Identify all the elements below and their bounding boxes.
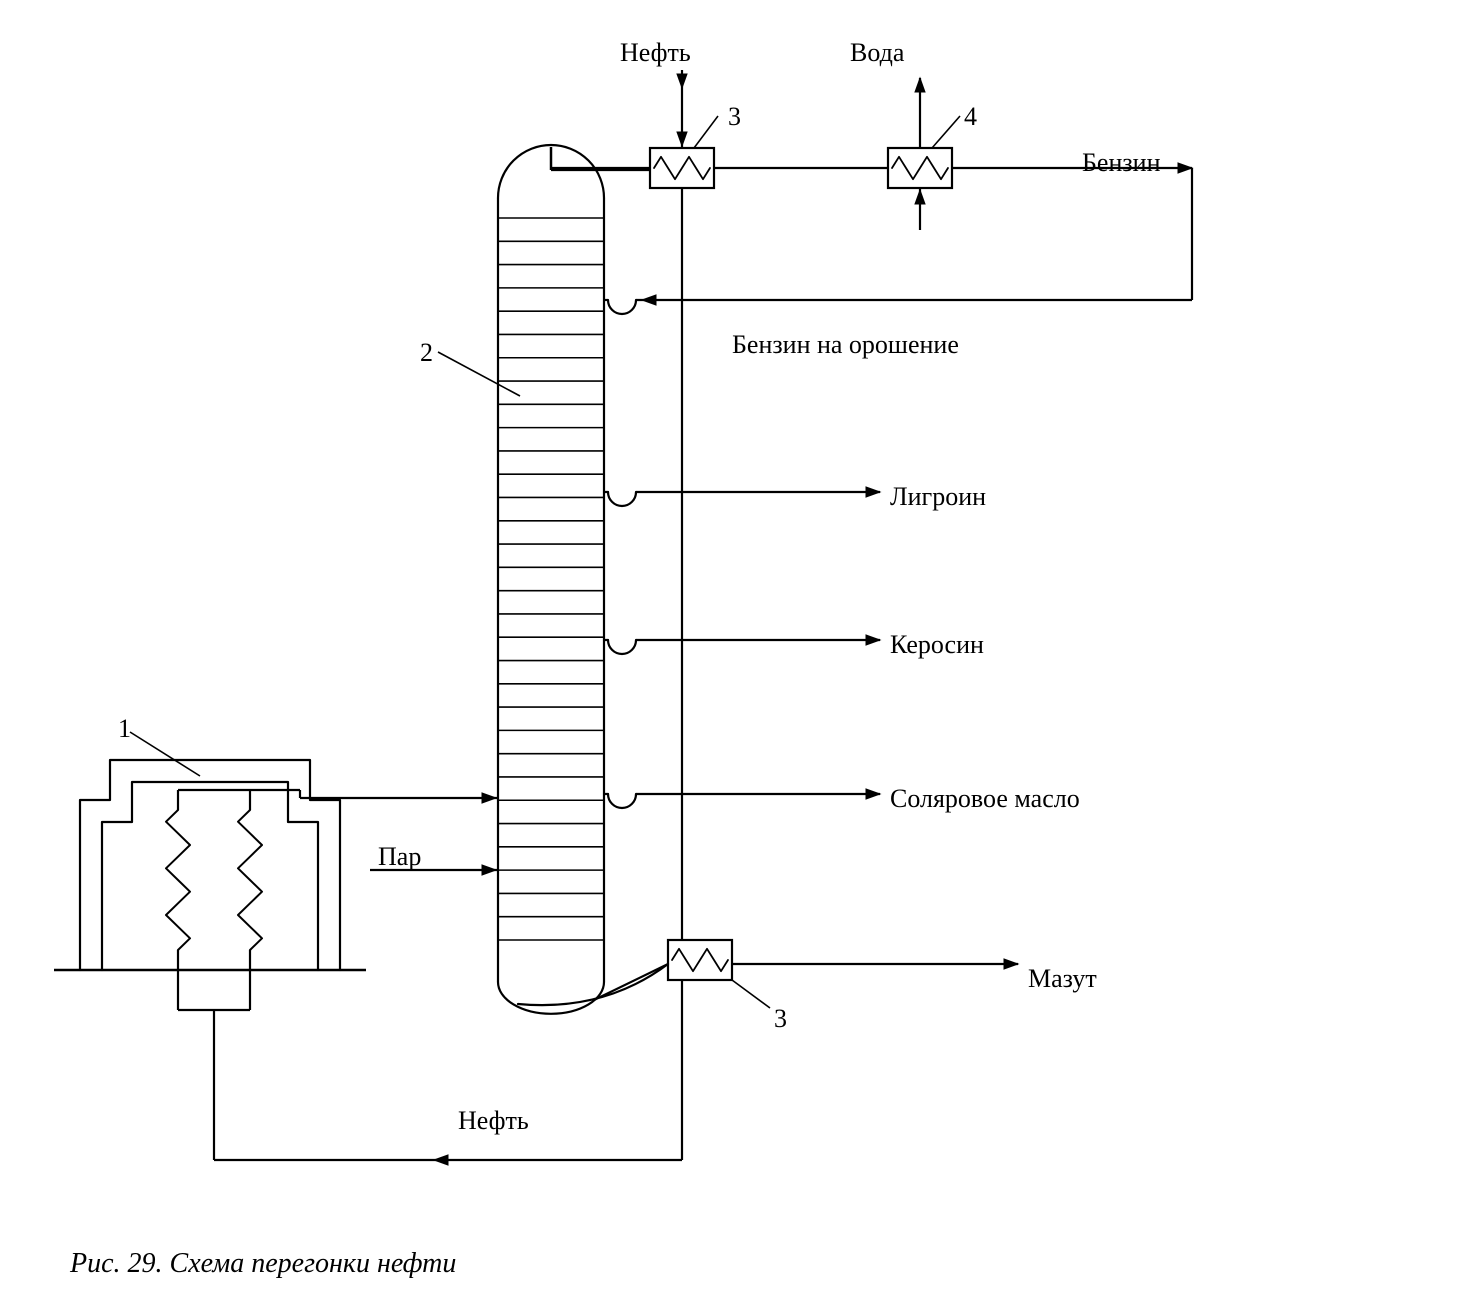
- label-benzin: Бензин: [1082, 148, 1160, 178]
- figure-caption: Рис. 29. Схема перегонки нефти: [70, 1248, 456, 1280]
- diagram-container: [0, 0, 1464, 1309]
- label-num-4: 4: [964, 102, 977, 132]
- label-benzin-reflux: Бензин на орошение: [732, 330, 959, 360]
- label-oil-bottom: Нефть: [458, 1106, 529, 1136]
- label-num-1: 1: [118, 714, 131, 744]
- label-par: Пар: [378, 842, 421, 872]
- label-num-3-top: 3: [728, 102, 741, 132]
- label-kerosin: Керосин: [890, 630, 984, 660]
- label-water-top: Вода: [850, 38, 904, 68]
- label-mazut: Мазут: [1028, 964, 1097, 994]
- label-num-3-bottom: 3: [774, 1004, 787, 1034]
- label-ligroin: Лигроин: [890, 482, 986, 512]
- oil-distillation-diagram: [0, 0, 1464, 1309]
- label-oil-top: Нефть: [620, 38, 691, 68]
- label-solyar: Соляровое масло: [890, 784, 1080, 814]
- label-num-2: 2: [420, 338, 433, 368]
